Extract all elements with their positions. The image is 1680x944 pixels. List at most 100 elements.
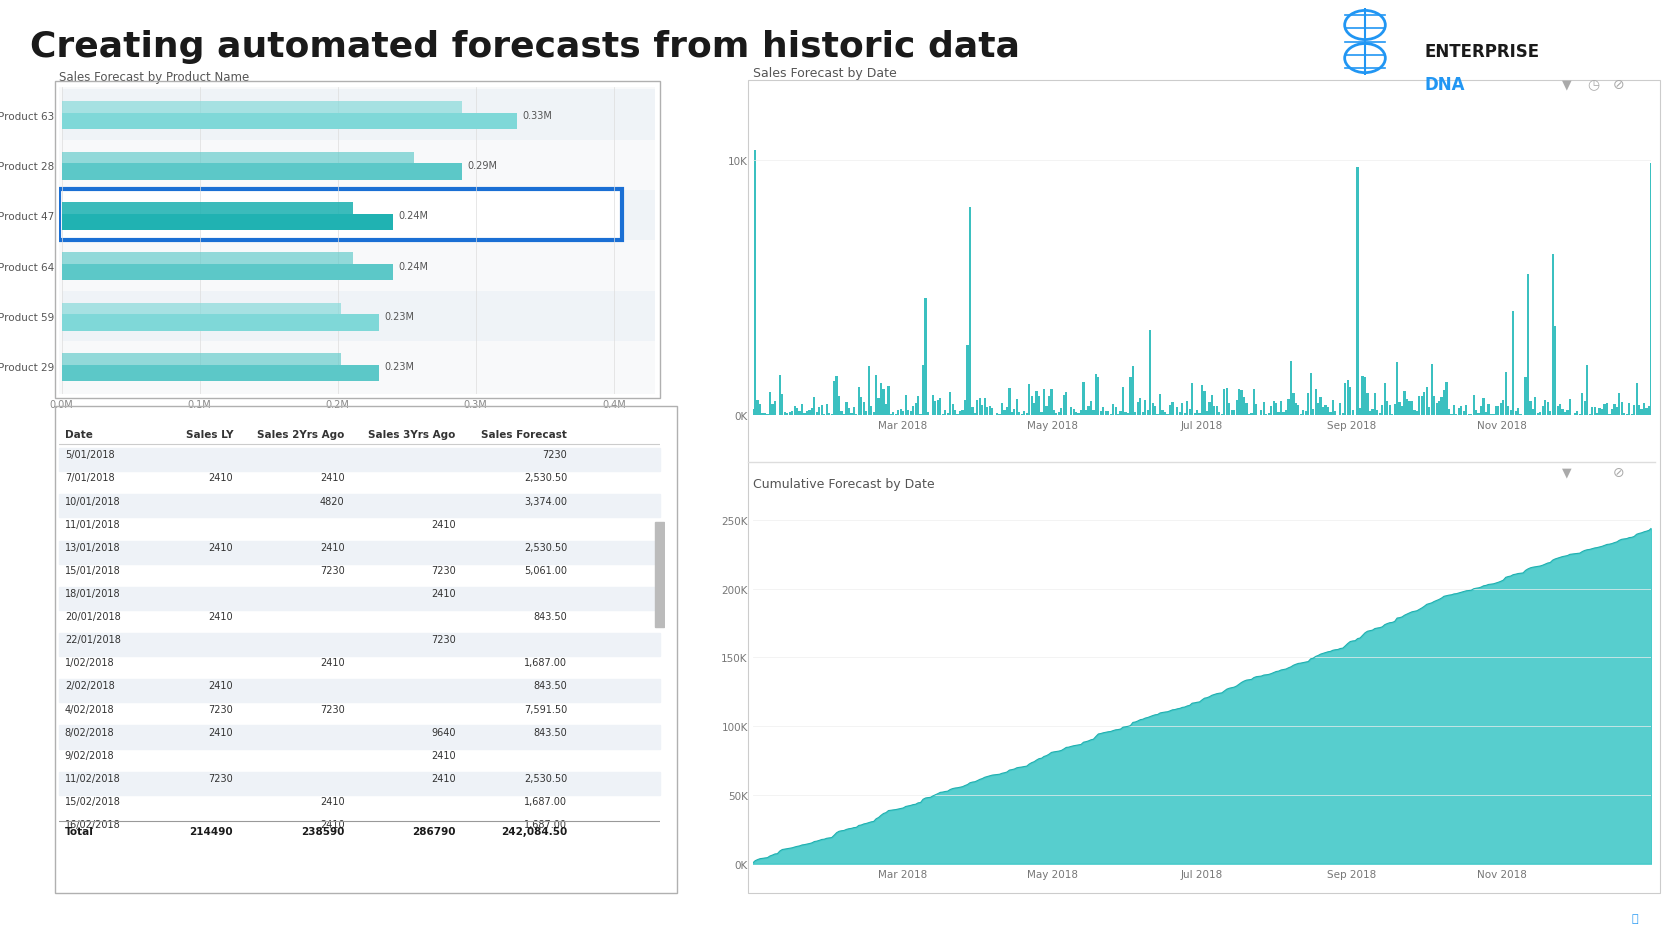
Bar: [1238, 389, 1240, 415]
Bar: [62, 152, 413, 166]
Bar: [1561, 409, 1564, 415]
Bar: [1119, 412, 1122, 415]
Bar: [62, 365, 380, 381]
Text: 1/02/2018: 1/02/2018: [66, 658, 114, 667]
Bar: [1006, 407, 1008, 415]
Bar: [1403, 392, 1406, 415]
Bar: [904, 396, 907, 415]
Bar: [1310, 374, 1312, 415]
Bar: [860, 397, 862, 415]
Bar: [1327, 408, 1329, 415]
Bar: [1218, 413, 1220, 415]
Bar: [751, 410, 754, 415]
Bar: [1623, 413, 1625, 415]
Bar: [1500, 404, 1502, 415]
Bar: [1263, 403, 1265, 415]
Bar: [62, 253, 353, 266]
Bar: [1038, 396, 1040, 415]
Bar: [1391, 414, 1393, 415]
Text: 242,084.50: 242,084.50: [501, 826, 568, 836]
Bar: [1384, 384, 1386, 415]
Bar: [1087, 407, 1090, 415]
Bar: [1376, 411, 1379, 415]
Bar: [1398, 402, 1401, 415]
Text: Creating automated forecasts from historic data: Creating automated forecasts from histor…: [30, 30, 1020, 64]
Bar: [798, 412, 801, 415]
Bar: [1477, 413, 1480, 415]
Bar: [62, 214, 393, 231]
Bar: [1515, 412, 1517, 415]
Bar: [1460, 407, 1462, 415]
Bar: [1023, 412, 1025, 415]
Bar: [1080, 411, 1082, 415]
Bar: [62, 91, 682, 141]
Bar: [1201, 386, 1203, 415]
Bar: [1431, 364, 1433, 415]
Bar: [1640, 410, 1643, 415]
Bar: [1245, 404, 1248, 415]
Bar: [880, 383, 882, 415]
Bar: [991, 409, 993, 415]
Text: Sales 3Yrs Ago: Sales 3Yrs Ago: [368, 430, 455, 439]
Bar: [1621, 403, 1623, 415]
Bar: [1319, 397, 1322, 415]
Bar: [59, 726, 660, 749]
Bar: [1025, 413, 1028, 415]
Bar: [1033, 404, 1035, 415]
Bar: [1124, 413, 1127, 415]
Bar: [803, 413, 806, 415]
Bar: [1307, 394, 1309, 415]
Bar: [900, 410, 902, 415]
Bar: [924, 298, 927, 415]
Bar: [1302, 410, 1304, 415]
Bar: [885, 405, 887, 415]
Bar: [1097, 378, 1099, 415]
Bar: [1569, 399, 1571, 415]
Bar: [1421, 396, 1423, 415]
Bar: [1633, 405, 1635, 415]
Bar: [1171, 402, 1174, 415]
Bar: [1603, 404, 1606, 415]
Bar: [927, 413, 929, 415]
Bar: [1211, 396, 1213, 415]
Bar: [1386, 402, 1388, 415]
Bar: [1648, 406, 1650, 415]
Bar: [1584, 401, 1586, 415]
Text: ENTERPRISE: ENTERPRISE: [1425, 42, 1541, 60]
Bar: [1144, 400, 1146, 415]
Bar: [1216, 407, 1218, 415]
Bar: [1065, 393, 1067, 415]
Bar: [1198, 414, 1201, 415]
Bar: [62, 113, 517, 130]
FancyBboxPatch shape: [59, 190, 622, 242]
Bar: [1366, 394, 1369, 415]
Bar: [964, 400, 966, 415]
Bar: [1490, 414, 1492, 415]
Bar: [62, 191, 682, 242]
Bar: [1147, 410, 1149, 415]
Bar: [1616, 408, 1618, 415]
Bar: [1329, 413, 1332, 415]
Text: 20/01/2018: 20/01/2018: [66, 612, 121, 621]
Bar: [887, 386, 889, 415]
Bar: [1374, 394, 1376, 415]
Bar: [1638, 406, 1640, 415]
Bar: [1154, 407, 1156, 415]
Bar: [806, 412, 808, 415]
Bar: [882, 390, 885, 415]
Text: 5/01/2018: 5/01/2018: [66, 450, 114, 460]
Bar: [62, 102, 462, 116]
Bar: [1517, 409, 1519, 415]
Bar: [1035, 392, 1038, 415]
Bar: [1576, 412, 1579, 415]
Bar: [1542, 406, 1544, 415]
Bar: [902, 412, 904, 415]
Text: 9/02/2018: 9/02/2018: [66, 750, 114, 760]
Bar: [1450, 414, 1453, 415]
Bar: [1507, 407, 1509, 415]
Text: 11/01/2018: 11/01/2018: [66, 519, 121, 530]
Bar: [1351, 410, 1354, 415]
Bar: [1011, 413, 1013, 415]
Bar: [1213, 406, 1216, 415]
Text: 8/02/2018: 8/02/2018: [66, 727, 114, 737]
